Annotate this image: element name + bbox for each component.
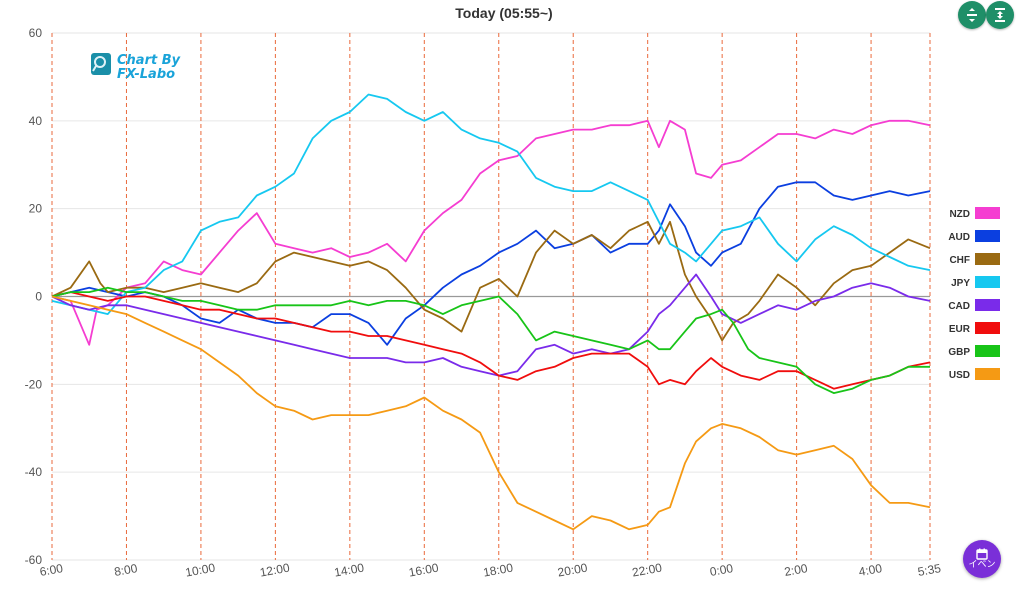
x-tick-label: 14:00 [333, 561, 365, 580]
legend-swatch-nzd[interactable] [975, 207, 1000, 219]
split-vertical-icon [967, 8, 977, 22]
logo-magnifier-handle [92, 65, 97, 72]
y-tick-label: -20 [25, 377, 43, 391]
x-tick-label: 20:00 [557, 561, 589, 580]
split-view-button[interactable] [958, 1, 986, 29]
legend-label-chf[interactable]: CHF [949, 255, 970, 266]
x-tick-label: 6:00 [39, 561, 65, 579]
event-button[interactable]: イベン [963, 540, 1001, 578]
legend-label-aud[interactable]: AUD [948, 232, 970, 243]
y-tick-label: 0 [35, 290, 42, 304]
grid-layer [52, 32, 930, 561]
legend-swatch-usd[interactable] [975, 368, 1000, 380]
legend-label-gbp[interactable]: GBP [948, 347, 970, 358]
series-line-usd [51, 295, 931, 531]
series-line-chf [51, 220, 931, 342]
x-tick-label: 5:35 [917, 561, 943, 579]
x-tick-label: 4:00 [858, 561, 884, 579]
fit-height-button[interactable] [986, 1, 1014, 29]
legend-swatch-cad[interactable] [975, 299, 1000, 311]
logo-line2: FX-Labo [117, 67, 175, 82]
legend-swatch-aud[interactable] [975, 230, 1000, 242]
legend-label-usd[interactable]: USD [949, 370, 970, 381]
legend-swatch-eur[interactable] [975, 322, 1000, 334]
series-line-gbp [51, 286, 930, 394]
legend-label-cad[interactable]: CAD [948, 301, 970, 312]
series-line-nzd [51, 119, 931, 346]
y-tick-label: -60 [25, 553, 43, 567]
legend-label-nzd[interactable]: NZD [949, 209, 970, 220]
x-tick-label: 0:00 [709, 561, 735, 579]
legend-label-jpy[interactable]: JPY [951, 278, 970, 289]
series-line-cad [51, 273, 931, 377]
series-line-aud [51, 181, 931, 346]
legend-swatch-chf[interactable] [975, 253, 1000, 265]
x-tick-label: 18:00 [482, 561, 514, 580]
fit-height-icon [995, 8, 1005, 22]
calendar-icon [976, 548, 988, 560]
logo-magnifier-icon [94, 56, 106, 68]
chart-title: Today (05:55~) [455, 5, 552, 21]
event-button-label: イベン [968, 560, 996, 570]
y-tick-label: -40 [25, 465, 43, 479]
x-tick-label: 10:00 [184, 561, 216, 580]
x-axis: 6:00 8:00 10:00 12:00 14:00 16:00 18:00 20:00 22… [39, 561, 943, 580]
legend-swatch-gbp[interactable] [975, 345, 1000, 357]
legend-label-eur[interactable]: EUR [949, 324, 971, 335]
x-tick-label: 8:00 [113, 561, 139, 579]
x-tick-label: 16:00 [408, 561, 440, 580]
logo-line1: Chart By [117, 53, 181, 68]
x-tick-label: 22:00 [631, 561, 663, 580]
series-line-eur [51, 291, 931, 390]
y-tick-label: 40 [29, 114, 43, 128]
x-tick-label: 2:00 [783, 561, 809, 579]
y-tick-label: 20 [29, 202, 43, 216]
series-layer [51, 93, 931, 531]
y-tick-label: 60 [29, 26, 43, 40]
legend[interactable]: NZD AUD CHF JPY CAD EUR GBP USD [948, 207, 1000, 381]
chart-by-fx-labo-logo: Chart By FX-Labo [91, 53, 181, 82]
y-axis: -60 -40 -20 0 20 40 60 [25, 26, 43, 567]
x-tick-label: 12:00 [259, 561, 291, 580]
legend-swatch-jpy[interactable] [975, 276, 1000, 288]
series-line-jpy [51, 93, 931, 315]
